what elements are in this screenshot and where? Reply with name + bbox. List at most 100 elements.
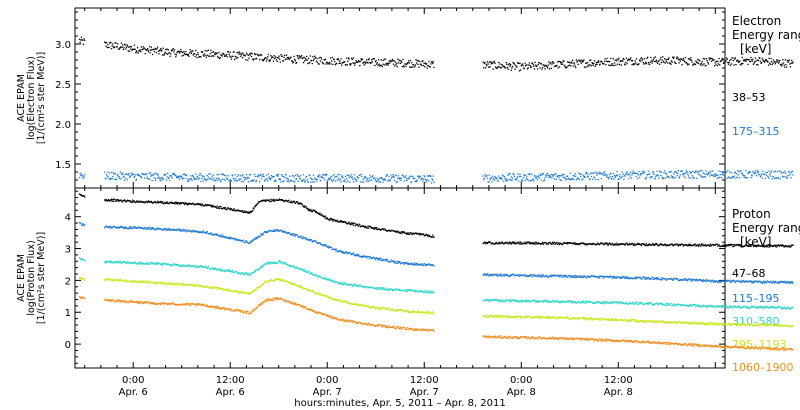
data-point: [612, 175, 614, 178]
data-point: [383, 178, 385, 180]
data-point: [744, 175, 746, 177]
data-point: [564, 274, 566, 276]
data-point: [558, 177, 560, 179]
data-point: [685, 170, 688, 172]
data-point: [165, 174, 167, 176]
data-point: [776, 59, 778, 61]
data-point: [533, 68, 536, 70]
data-point: [133, 227, 136, 229]
data-point: [254, 53, 256, 56]
data-point: [117, 198, 119, 201]
data-point: [345, 221, 347, 223]
data-point: [722, 58, 724, 60]
data-point: [108, 226, 110, 228]
data-point: [613, 62, 616, 64]
data-point: [134, 48, 136, 50]
data-point: [179, 202, 181, 205]
data-point: [565, 179, 567, 181]
data-point: [657, 174, 659, 176]
data-point: [593, 243, 596, 245]
electron-panel-frame: [74, 7, 726, 189]
data-point: [260, 173, 262, 175]
data-point: [133, 200, 136, 202]
data-point: [129, 175, 131, 178]
data-point: [652, 60, 654, 62]
data-point: [484, 241, 486, 243]
data-point: [157, 177, 159, 179]
data-point: [380, 257, 382, 260]
data-point: [366, 257, 368, 259]
data-point: [503, 274, 505, 276]
data-point: [112, 176, 114, 178]
data-point: [681, 170, 683, 172]
data-point: [533, 243, 536, 245]
data-point: [503, 176, 506, 178]
data-point: [323, 215, 325, 218]
data-point: [343, 180, 345, 182]
data-point: [568, 179, 571, 181]
data-point: [423, 175, 425, 177]
data-point: [377, 178, 380, 181]
data-point: [418, 232, 420, 235]
data-point: [310, 181, 312, 183]
data-point: [558, 275, 560, 278]
data-point: [123, 226, 125, 229]
data-point: [743, 60, 745, 62]
data-point: [490, 177, 492, 179]
data-point: [635, 175, 638, 178]
proton-legend-entry-47-68: 47–68: [732, 267, 766, 280]
data-point: [302, 236, 304, 238]
data-point: [513, 242, 516, 245]
data-point: [254, 237, 256, 239]
data-point: [334, 60, 336, 63]
data-point: [413, 264, 415, 266]
data-point: [114, 46, 116, 48]
data-point: [301, 204, 304, 206]
data-point: [623, 178, 625, 180]
data-point: [130, 226, 132, 228]
data-point: [656, 61, 658, 64]
data-point: [291, 234, 293, 236]
data-point: [651, 175, 653, 178]
data-point: [541, 242, 543, 245]
data-point: [118, 48, 120, 50]
data-point: [294, 181, 296, 183]
data-point: [486, 273, 489, 275]
data-point: [249, 210, 251, 213]
data-point: [357, 225, 360, 227]
data-point: [417, 60, 420, 62]
data-point: [658, 60, 660, 62]
data-point: [623, 243, 626, 245]
data-point: [502, 175, 504, 177]
data-point: [109, 199, 111, 201]
data-point: [193, 53, 196, 55]
data-point: [697, 173, 700, 175]
data-point: [400, 60, 402, 62]
data-point: [666, 176, 668, 178]
data-point: [235, 238, 238, 240]
data-point: [281, 55, 283, 57]
data-point: [416, 59, 418, 62]
data-point: [274, 180, 276, 182]
data-point: [379, 181, 382, 183]
data-point: [227, 178, 229, 180]
data-point: [284, 230, 286, 233]
data-point: [256, 53, 258, 55]
data-point: [387, 179, 390, 181]
data-point: [779, 170, 781, 172]
data-point: [411, 264, 413, 266]
data-point: [321, 61, 323, 63]
data-point: [417, 175, 419, 177]
data-point: [605, 173, 607, 175]
data-point: [316, 178, 318, 180]
data-point: [124, 179, 126, 181]
data-point: [318, 63, 320, 65]
data-point: [570, 276, 572, 279]
data-point: [354, 224, 357, 227]
data-point: [317, 174, 320, 177]
data-point: [210, 55, 213, 57]
data-point: [600, 177, 603, 180]
data-point: [561, 276, 564, 279]
data-point: [536, 274, 539, 277]
data-point: [385, 62, 387, 65]
